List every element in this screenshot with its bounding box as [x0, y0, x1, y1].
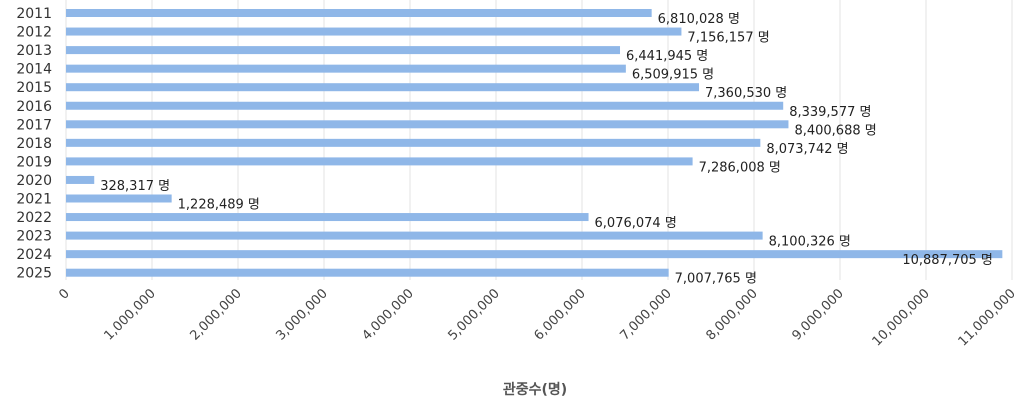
- year-label: 2020: [16, 173, 52, 189]
- bar: [66, 268, 669, 277]
- year-label: 2013: [16, 43, 52, 59]
- data-label: 8,073,742 명: [766, 142, 848, 157]
- year-label: 2011: [16, 6, 52, 22]
- bar: [66, 157, 693, 166]
- bar: [66, 231, 763, 240]
- year-label: 2021: [16, 192, 52, 208]
- year-label: 2025: [16, 266, 52, 282]
- x-tick-label: 5,000,000: [445, 286, 502, 343]
- year-label: 2015: [16, 80, 52, 96]
- data-label: 8,100,326 명: [769, 235, 851, 250]
- year-label: 2014: [16, 62, 52, 78]
- year-label: 2023: [16, 229, 52, 245]
- x-tick-label: 10,000,000: [870, 286, 933, 349]
- year-label: 2017: [16, 117, 52, 133]
- year-label: 2018: [16, 136, 52, 152]
- data-label: 7,286,008 명: [699, 160, 781, 175]
- bar: [66, 101, 784, 110]
- data-label: 328,317 명: [100, 179, 170, 194]
- data-label: 6,810,028 명: [658, 12, 740, 27]
- x-tick-label: 2,000,000: [187, 286, 244, 343]
- bar: [66, 175, 95, 184]
- data-labels: 6,810,028 명 7,156,157 명 6,441,945 명 6,509,9…: [100, 12, 993, 287]
- x-tick-label: 9,000,000: [789, 286, 846, 343]
- bar: [66, 213, 589, 222]
- data-label: 6,509,915 명: [632, 68, 714, 83]
- bar: [66, 120, 789, 129]
- x-tick-label: 0: [56, 286, 72, 302]
- bar: [66, 138, 761, 147]
- bar: [66, 194, 172, 203]
- x-tick-label: 6,000,000: [531, 286, 588, 343]
- data-label: 6,441,945 명: [626, 49, 708, 64]
- bar: [66, 64, 626, 73]
- x-tick-label: 1,000,000: [101, 286, 158, 343]
- data-label: 7,360,530 명: [705, 86, 787, 101]
- year-label: 2022: [16, 210, 52, 226]
- data-label: 7,007,765 명: [675, 272, 757, 287]
- data-label: 8,400,688 명: [794, 123, 876, 138]
- year-label: 2019: [16, 154, 52, 170]
- x-tick-label: 8,000,000: [703, 286, 760, 343]
- year-labels: 2011 2012 2013 2014 2015 2016 2017 2018 2019 2020…: [16, 6, 52, 282]
- data-label: 6,076,074 명: [595, 216, 677, 231]
- year-label: 2024: [16, 247, 52, 263]
- bar: [66, 27, 682, 36]
- x-tick-label: 4,000,000: [359, 286, 416, 343]
- x-tick-label: 7,000,000: [617, 286, 674, 343]
- data-label: 8,339,577 명: [789, 105, 871, 120]
- data-label: 7,156,157 명: [687, 31, 769, 46]
- x-tick-label: 11,000,000: [956, 286, 1019, 349]
- bars: [66, 9, 1003, 277]
- x-axis-ticks: 0 1,000,000 2,000,000 3,000,000 4,000,000 5,0…: [56, 286, 1018, 349]
- bar: [66, 46, 621, 55]
- x-tick-label: 3,000,000: [273, 286, 330, 343]
- bar: [66, 250, 1003, 259]
- year-label: 2016: [16, 99, 52, 115]
- bar: [66, 9, 652, 17]
- year-label: 2012: [16, 25, 52, 41]
- data-label: 10,887,705 명: [902, 253, 993, 268]
- data-label: 1,228,489 명: [178, 198, 260, 213]
- x-axis-title: 관중수(명): [503, 381, 567, 398]
- bar: [66, 83, 700, 92]
